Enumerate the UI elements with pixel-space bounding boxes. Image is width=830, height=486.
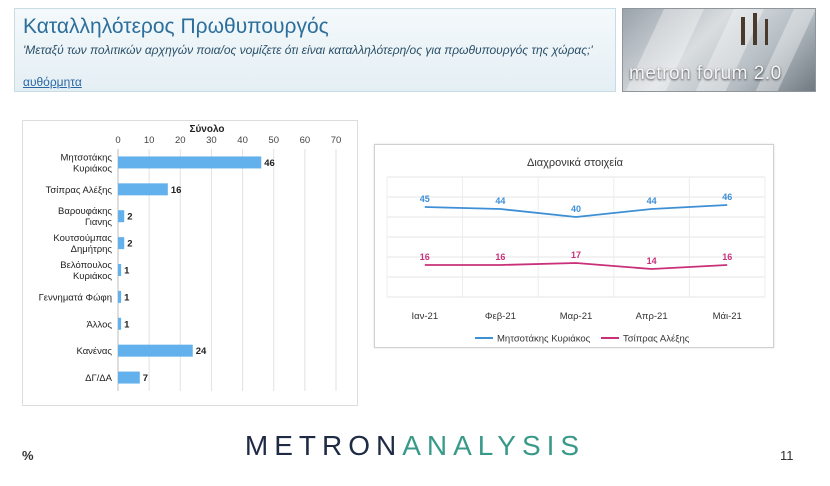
line-data-label: 17: [571, 250, 581, 260]
bar-x-tick-label: 20: [175, 135, 186, 146]
line-data-label: 44: [647, 196, 657, 206]
bar-data-label: 1: [124, 319, 130, 330]
bar-category-label: Δημήτρης: [71, 244, 113, 255]
line-chart-title: Διαχρονικά στοιχεία: [527, 157, 624, 169]
series-line: [424, 262, 728, 270]
logo-text: metron forum 2.0: [629, 63, 782, 84]
line-data-label: 45: [420, 194, 430, 204]
line-x-tick-label: Απρ-21: [636, 311, 668, 322]
line-x-tick-label: Μαρ-21: [560, 311, 593, 322]
brand-accent: ANALYSIS: [402, 430, 586, 461]
bar-chart-panel: Σύνολο 0 10 20 30 40 50 60 70 46 Μητσοτάκης Κυριάκο…: [22, 120, 358, 406]
bar-category-label: ΔΓ/ΔΑ: [85, 373, 113, 384]
bar-category-label: Γεννηματά Φώφη: [39, 292, 112, 303]
bar-category-label: Βαρουφάκης: [58, 206, 112, 217]
bar: [118, 371, 140, 384]
line-x-tick-label: Μάι-21: [713, 311, 742, 322]
bar-category-label: Βελόπουλος: [60, 260, 112, 271]
bar-data-label: 46: [264, 158, 275, 169]
slide-title: Καταλληλότερος Πρωθυπουργός: [23, 15, 329, 38]
bar-data-label: 1: [124, 292, 130, 303]
legend-label: Τσίπρας Αλέξης: [623, 334, 690, 345]
bar-x-tick-label: 40: [237, 135, 248, 146]
series-line: [424, 204, 728, 218]
line-data-label: 16: [420, 252, 430, 262]
line-data-label: 40: [571, 204, 581, 214]
bar-category-label: Κουτσούμπας: [53, 233, 112, 244]
bar: [118, 237, 125, 250]
bar: [118, 210, 125, 223]
line-data-label: 16: [495, 252, 505, 262]
page-number: 11: [780, 448, 794, 463]
bar-data-label: 16: [171, 185, 182, 196]
bar-x-tick-label: 50: [268, 135, 279, 146]
bar-category-label: Άλλος: [86, 319, 112, 330]
bar-category-label: Μητσοτάκης: [60, 152, 112, 163]
bar-category-label: Τσίπρας Αλέξης: [46, 185, 113, 196]
bar-data-label: 1: [124, 266, 130, 277]
bar-data-label: 7: [143, 373, 148, 384]
bar: [118, 290, 122, 303]
line-chart: Διαχρονικά στοιχεία 45 44 40 44 46 16 16 17 14 16 Ι…: [386, 157, 766, 345]
line-chart-panel: Διαχρονικά στοιχεία 45 44 40 44 46 16 16 17 14 16 Ι…: [374, 144, 774, 348]
bar-category-label: Γιανης: [85, 217, 112, 228]
line-data-label: 14: [647, 256, 657, 266]
slide-header: Καταλληλότερος Πρωθυπουργός 'Μεταξύ των …: [14, 8, 616, 92]
metron-forum-logo: metron forum 2.0: [622, 8, 816, 92]
slide-note: αυθόρμητα: [23, 75, 82, 89]
slide-question: 'Μεταξύ των πολιτικών αρχηγών ποια/ος νο…: [23, 43, 593, 57]
bar-data-label: 24: [196, 346, 207, 357]
bar-x-tick-label: 10: [144, 135, 155, 146]
bar-x-tick-label: 60: [300, 135, 311, 146]
bar: [118, 317, 122, 330]
bar-category-label: Κανένας: [76, 346, 112, 357]
line-data-label: 16: [722, 252, 732, 262]
line-data-label: 46: [722, 192, 732, 202]
bar-data-label: 2: [127, 239, 132, 250]
bar-category-label: Κυριάκος: [73, 271, 112, 282]
bar-x-tick-label: 30: [206, 135, 217, 146]
bar-category-label: Κυριάκος: [73, 163, 112, 174]
brand-main: METRON: [244, 430, 403, 461]
bar: [118, 344, 193, 357]
line-x-tick-label: Φεβ-21: [485, 311, 516, 322]
legend-label: Μητσοτάκης Κυριάκος: [497, 334, 591, 345]
bar-chart-title: Σύνολο: [189, 124, 224, 135]
bar-data-label: 2: [127, 212, 132, 223]
bar-x-tick-label: 0: [115, 135, 120, 146]
bar: [118, 156, 262, 169]
unit-label: %: [22, 448, 34, 463]
bar-x-tick-label: 70: [331, 135, 342, 146]
bar: [118, 264, 122, 276]
line-data-label: 44: [495, 196, 505, 206]
metron-analysis-logo: METRONANALYSIS: [0, 430, 830, 462]
line-x-tick-label: Ιαν-21: [411, 311, 438, 322]
bar: [118, 183, 168, 196]
